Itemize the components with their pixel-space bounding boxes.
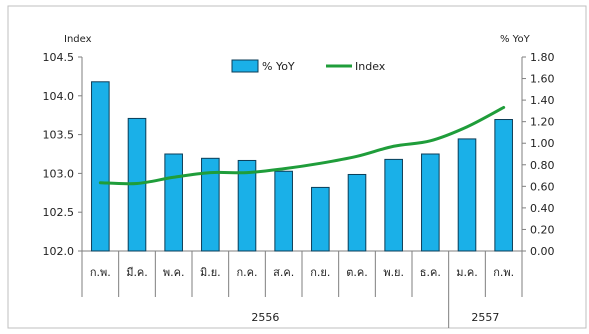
legend-swatch-yoy [232, 60, 258, 72]
category-label: ส.ค. [273, 266, 294, 279]
right-tick-label: 1.60 [530, 73, 555, 86]
right-axis-title: % YoY [500, 34, 531, 45]
bar-yoy [275, 171, 293, 251]
year-label: 2556 [251, 311, 279, 324]
right-tick-label: 0.80 [530, 159, 555, 172]
right-tick-label: 0.20 [530, 223, 555, 236]
left-axis-title: Index [64, 34, 92, 45]
bar-yoy [165, 154, 183, 251]
left-tick-label: 103.5 [43, 129, 75, 142]
category-label: พ.ค. [163, 266, 185, 279]
right-tick-label: 0.40 [530, 202, 555, 215]
left-tick-label: 104.0 [43, 90, 75, 103]
bar-yoy [92, 82, 110, 251]
bar-yoy [495, 120, 513, 251]
left-tick-label: 103.0 [43, 167, 75, 180]
right-tick-label: 0.60 [530, 180, 555, 193]
category-label: ต.ค. [346, 266, 368, 279]
legend-label-yoy: % YoY [262, 60, 295, 73]
left-tick-label: 102.0 [43, 245, 75, 258]
category-label: มี.ค. [126, 266, 148, 279]
bar-yoy [422, 154, 440, 251]
bar-yoy [458, 139, 476, 251]
category-label: ก.ค. [236, 266, 257, 279]
left-tick-label: 102.5 [43, 206, 75, 219]
category-label: ก.ย. [310, 266, 330, 279]
bar-yoy [385, 159, 403, 251]
right-tick-label: 0.00 [530, 245, 555, 258]
legend-label-index: Index [355, 60, 386, 73]
bar-yoy [348, 174, 366, 251]
right-tick-label: 1.80 [530, 51, 555, 64]
category-label: ก.พ. [493, 266, 514, 279]
right-tick-label: 1.00 [530, 137, 555, 150]
year-label: 2557 [471, 311, 499, 324]
category-label: มิ.ย. [200, 266, 221, 279]
bar-yoy [312, 187, 330, 251]
category-label: พ.ย. [383, 266, 404, 279]
left-tick-label: 104.5 [43, 51, 75, 64]
category-label: ก.พ. [90, 266, 111, 279]
right-tick-label: 1.20 [530, 116, 555, 129]
category-label: ม.ค. [456, 266, 478, 279]
category-label: ธ.ค. [420, 266, 441, 279]
right-tick-label: 1.40 [530, 94, 555, 107]
